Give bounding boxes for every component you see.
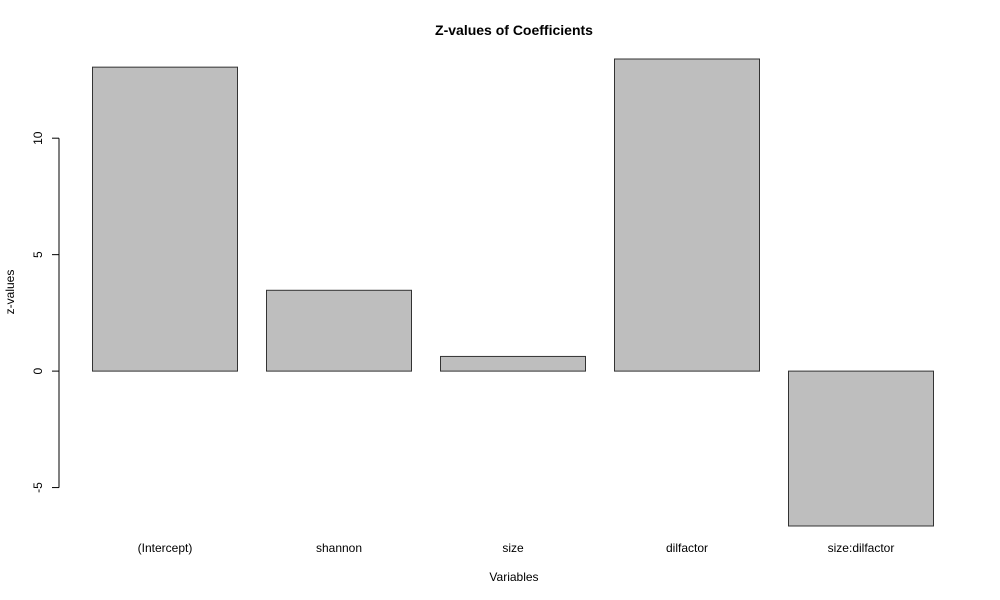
y-tick-label: -5 (31, 482, 45, 493)
x-tick-label: size (502, 541, 524, 555)
bar-1 (266, 289, 412, 372)
bar-2 (440, 355, 586, 372)
x-tick-label: dilfactor (666, 541, 708, 555)
bar-0 (92, 66, 238, 372)
bar-3 (614, 58, 760, 372)
x-tick-label: size:dilfactor (828, 541, 895, 555)
x-axis-label: Variables (489, 570, 538, 584)
x-tick-label: shannon (316, 541, 362, 555)
y-tick-label: 10 (31, 131, 45, 145)
y-axis: -5 0 5 10 (31, 131, 60, 493)
x-tick-labels: (Intercept) shannon size dilfactor size:dilf… (138, 541, 895, 555)
x-tick-label: (Intercept) (138, 541, 193, 555)
chart-title: Z-values of Coefficients (435, 22, 593, 38)
bar-4 (788, 370, 934, 527)
y-axis-label: z-values (3, 270, 17, 315)
y-tick-label: 0 (31, 367, 45, 374)
y-tick-label: 5 (31, 251, 45, 258)
bars-group (92, 58, 934, 527)
